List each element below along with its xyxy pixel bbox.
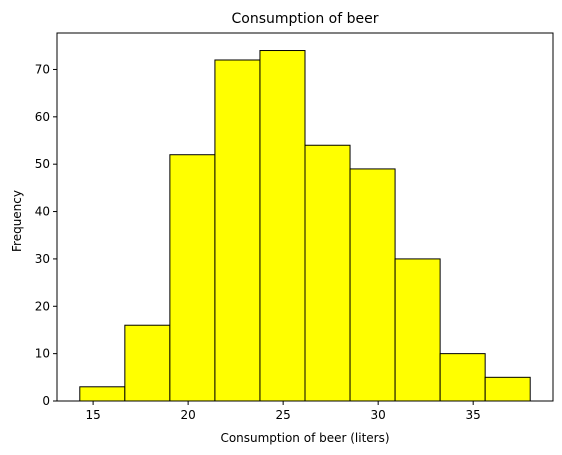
plot-frame — [56, 32, 554, 402]
histogram-bar-1 — [79, 386, 126, 402]
x-tick-label: 30 — [371, 408, 386, 422]
x-axis-label: Consumption of beer (liters) — [220, 431, 389, 445]
y-axis-label: Frequency — [10, 190, 24, 252]
histogram-bar-9 — [439, 353, 486, 402]
y-tick-label: 20 — [35, 299, 50, 313]
histogram-bar-7 — [349, 168, 396, 402]
x-tick-label: 15 — [85, 408, 100, 422]
x-tick-label: 20 — [180, 408, 195, 422]
x-tick-label: 35 — [466, 408, 481, 422]
y-tick-label: 10 — [35, 347, 50, 361]
y-tick-label: 50 — [35, 157, 50, 171]
y-tick-label: 30 — [35, 252, 50, 266]
histogram-bar-3 — [169, 154, 216, 402]
histogram-bar-5 — [259, 50, 306, 402]
histogram-bar-6 — [304, 144, 351, 402]
y-axis-ticks: 0 10 20 30 40 50 60 70 — [35, 62, 57, 408]
x-axis-ticks: 15 20 25 30 35 — [85, 401, 481, 422]
x-tick-label: 25 — [276, 408, 291, 422]
histogram-bar-10 — [484, 376, 531, 402]
y-tick-label: 60 — [35, 110, 50, 124]
histogram-bar-8 — [394, 258, 441, 402]
histogram-bar-2 — [124, 324, 171, 402]
bars-group — [79, 50, 531, 402]
histogram-bar-4 — [214, 59, 261, 402]
y-tick-label: 0 — [42, 394, 50, 408]
y-tick-label: 40 — [35, 205, 50, 219]
chart-title: Consumption of beer — [232, 11, 379, 27]
y-tick-label: 70 — [35, 62, 50, 76]
